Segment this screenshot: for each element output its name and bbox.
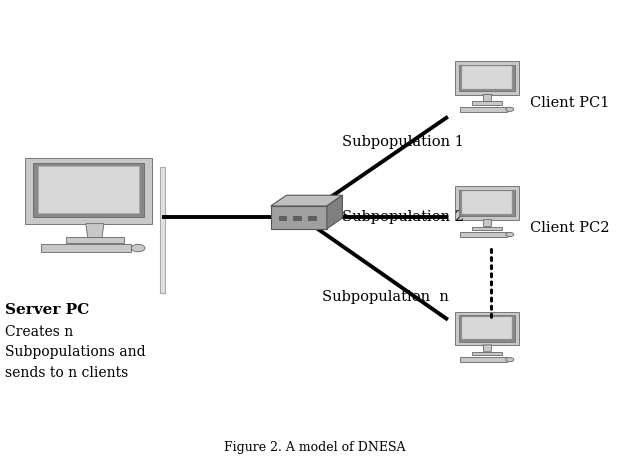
FancyBboxPatch shape — [270, 206, 327, 229]
Text: Figure 2. A model of DNESA: Figure 2. A model of DNESA — [224, 439, 405, 452]
FancyBboxPatch shape — [40, 244, 131, 253]
Text: Subpopulation  n: Subpopulation n — [322, 290, 449, 304]
Polygon shape — [327, 196, 343, 229]
Text: Client PC2: Client PC2 — [530, 221, 610, 235]
FancyBboxPatch shape — [25, 159, 152, 224]
Polygon shape — [483, 345, 492, 352]
Ellipse shape — [506, 358, 514, 362]
FancyBboxPatch shape — [462, 317, 512, 339]
FancyBboxPatch shape — [160, 168, 165, 293]
FancyBboxPatch shape — [459, 191, 515, 217]
FancyBboxPatch shape — [38, 167, 139, 213]
Polygon shape — [483, 220, 492, 227]
Text: Server PC: Server PC — [4, 302, 89, 316]
FancyBboxPatch shape — [279, 217, 286, 221]
Ellipse shape — [506, 233, 514, 237]
FancyBboxPatch shape — [33, 163, 145, 218]
FancyBboxPatch shape — [462, 67, 512, 90]
FancyBboxPatch shape — [461, 357, 507, 362]
Ellipse shape — [131, 245, 145, 252]
FancyBboxPatch shape — [456, 62, 519, 95]
FancyBboxPatch shape — [459, 316, 515, 342]
Text: Client PC1: Client PC1 — [530, 96, 610, 110]
Polygon shape — [86, 224, 104, 238]
Text: Subpopulation 1: Subpopulation 1 — [342, 135, 464, 149]
FancyBboxPatch shape — [461, 108, 507, 113]
Ellipse shape — [506, 108, 514, 112]
Text: Creates n
Subpopulations and
sends to n clients: Creates n Subpopulations and sends to n … — [4, 324, 145, 379]
Polygon shape — [270, 196, 343, 206]
FancyBboxPatch shape — [293, 217, 301, 221]
FancyBboxPatch shape — [456, 187, 519, 220]
FancyBboxPatch shape — [459, 66, 515, 92]
FancyBboxPatch shape — [473, 352, 502, 355]
Text: Subpopulation 2: Subpopulation 2 — [342, 210, 464, 224]
FancyBboxPatch shape — [456, 312, 519, 345]
FancyBboxPatch shape — [308, 217, 315, 221]
FancyBboxPatch shape — [473, 102, 502, 106]
FancyBboxPatch shape — [66, 238, 124, 244]
Polygon shape — [483, 95, 492, 102]
FancyBboxPatch shape — [473, 227, 502, 231]
FancyBboxPatch shape — [462, 192, 512, 215]
FancyBboxPatch shape — [461, 233, 507, 238]
